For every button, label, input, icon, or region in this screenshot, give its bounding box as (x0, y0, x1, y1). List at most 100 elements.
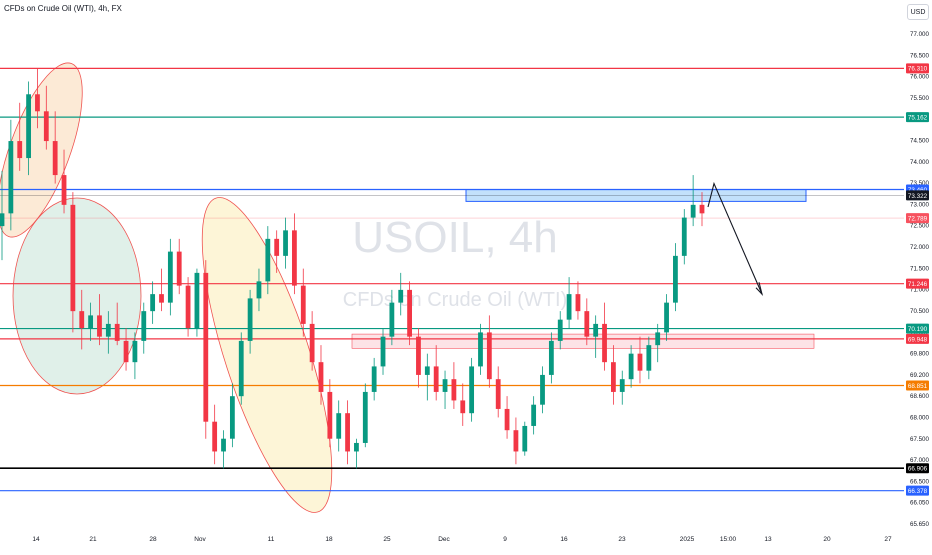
candle (566, 277, 572, 329)
candle (150, 281, 156, 324)
currency-button[interactable]: USD (907, 4, 929, 20)
y-tick-label: 73.500 (910, 180, 929, 187)
candle (17, 102, 23, 171)
y-tick-label: 66.050 (910, 500, 929, 507)
candle (540, 366, 545, 414)
candle (655, 323, 661, 363)
candle (699, 192, 705, 227)
candle (300, 268, 306, 337)
candle (0, 170, 5, 261)
candle (79, 289, 85, 350)
candle (380, 328, 386, 375)
x-tick-label: 13 (764, 536, 772, 543)
candle (141, 302, 147, 354)
x-tick-label: 21 (89, 536, 97, 543)
candle (495, 366, 501, 418)
candle (433, 345, 439, 401)
y-tick-label: 77.000 (910, 31, 929, 38)
candle (522, 421, 528, 456)
ellipse-annotation[interactable] (12, 197, 142, 395)
candle (283, 217, 288, 269)
candle (265, 226, 271, 295)
ellipse-annotation[interactable] (0, 53, 100, 246)
candle (274, 230, 280, 273)
candle (424, 353, 430, 401)
ellipse-annotation[interactable] (176, 185, 358, 525)
candle (664, 294, 669, 341)
candle (398, 272, 404, 316)
candle (292, 213, 297, 295)
candle (114, 302, 120, 346)
price-label-text: 72.789 (908, 215, 928, 222)
candle (194, 268, 200, 337)
price-label-box (906, 190, 929, 201)
candle (318, 345, 324, 405)
candle (557, 311, 563, 350)
support-zone[interactable] (351, 333, 815, 349)
candle (593, 315, 599, 358)
candle (407, 281, 412, 346)
price-label-box (906, 63, 929, 74)
candle (238, 332, 244, 405)
candle (362, 383, 368, 448)
price-axis[interactable]: 77.00076.50076.00075.50075.00074.50074.0… (910, 31, 929, 528)
candle (690, 175, 696, 227)
price-label-text: 76.310 (908, 66, 928, 73)
x-tick-label: 16 (560, 536, 568, 543)
price-label-text: 69.948 (908, 336, 928, 343)
price-label-box (906, 463, 929, 474)
candle (442, 370, 448, 409)
candle (478, 323, 483, 375)
price-label-box (906, 485, 929, 496)
candle (619, 370, 625, 405)
y-tick-label: 72.500 (910, 223, 929, 230)
candle (548, 332, 554, 384)
y-tick-label: 76.000 (910, 74, 929, 81)
candle (584, 298, 590, 346)
candle (531, 396, 537, 435)
price-label-text: 70.190 (908, 326, 928, 333)
candle (389, 289, 395, 346)
price-label-text: 66.906 (908, 466, 928, 473)
candle (345, 400, 350, 465)
candle (123, 328, 129, 371)
candle (70, 192, 76, 333)
price-label-box (906, 112, 929, 123)
drawing-ellipses (0, 53, 358, 525)
candle (229, 383, 235, 448)
candle (460, 383, 466, 426)
candle (8, 119, 14, 231)
x-tick-label: 11 (268, 536, 275, 543)
candle (35, 68, 40, 129)
candle (167, 238, 173, 316)
y-tick-label: 71.000 (910, 287, 929, 294)
candle (327, 379, 333, 448)
x-tick-label: 9 (503, 536, 507, 543)
candle (97, 294, 102, 346)
time-axis[interactable]: 14 21 28 Nov 11 18 25 Dec 9 16 23 2025 15:00 13 20 27 (32, 536, 892, 543)
candle (221, 430, 226, 469)
candles (0, 68, 705, 469)
candle (105, 311, 111, 354)
candle (575, 281, 581, 320)
price-label-box (906, 213, 929, 224)
x-tick-label: 18 (325, 536, 333, 543)
candle (354, 438, 359, 469)
price-label-box (906, 380, 929, 391)
x-tick-label: 25 (383, 536, 391, 543)
candle (451, 362, 457, 409)
candle (159, 268, 164, 312)
candle (371, 357, 377, 401)
y-tick-label: 74.500 (910, 138, 929, 145)
arrow-head-icon (755, 282, 764, 297)
price-label-text: 71.246 (908, 281, 928, 288)
projection-path[interactable] (707, 181, 763, 295)
watermark-symbol: USOIL, 4h (352, 213, 557, 262)
candle (416, 328, 421, 388)
candle (26, 81, 31, 176)
y-tick-label: 74.000 (910, 159, 929, 166)
y-tick-label: 68.000 (910, 414, 929, 421)
price-label-text: 75.162 (908, 115, 928, 122)
